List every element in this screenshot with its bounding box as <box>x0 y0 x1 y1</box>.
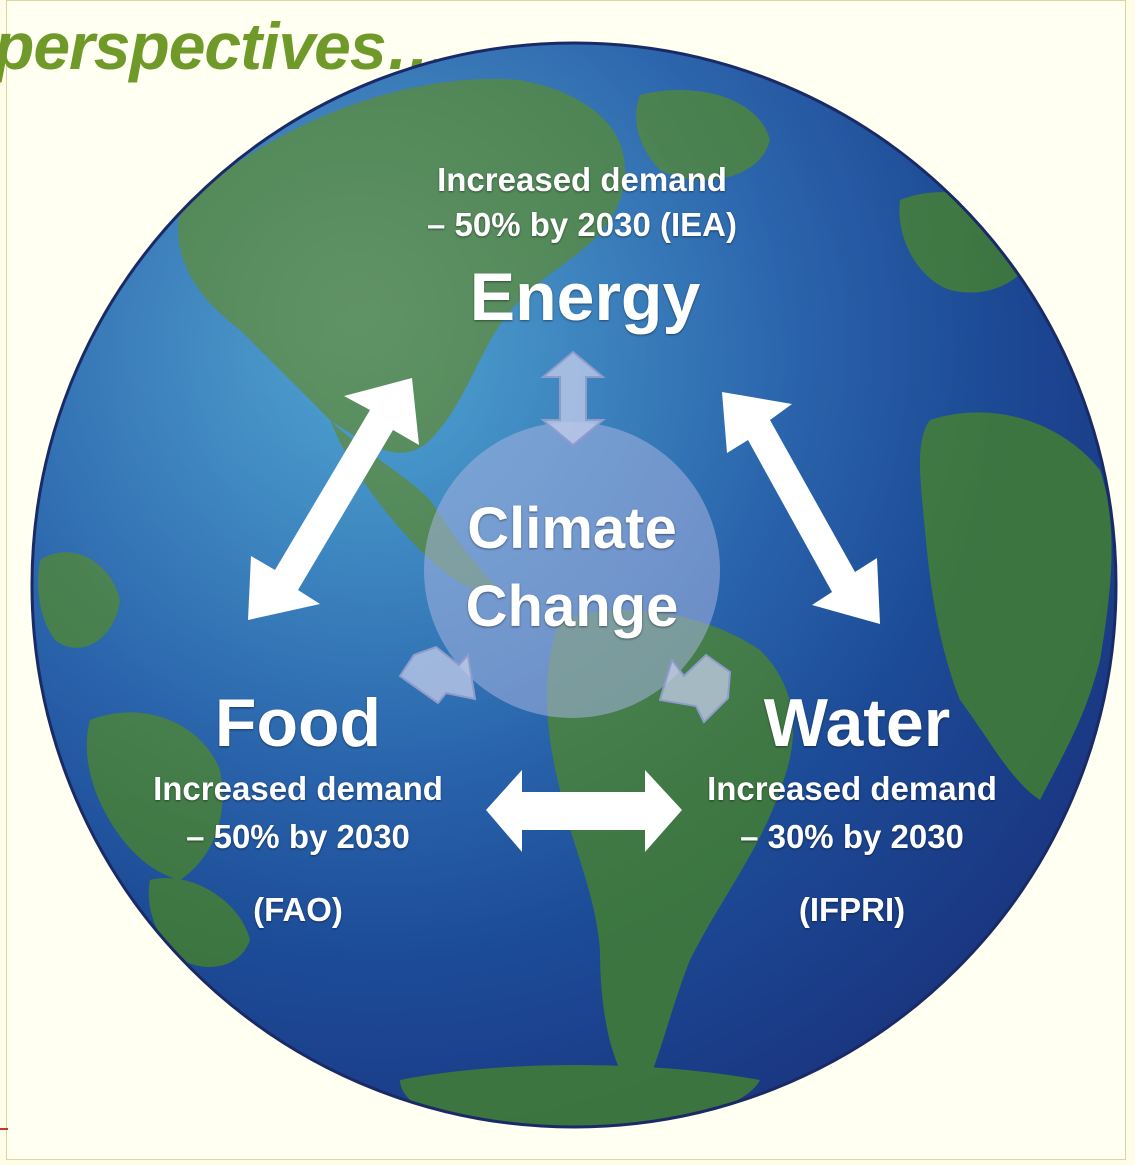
center-arrows <box>398 350 732 724</box>
energy-food-arrow <box>248 378 419 620</box>
energy-link-arrow <box>540 350 606 447</box>
white-arrows <box>248 378 880 852</box>
water-link-arrow <box>658 653 732 724</box>
food-demand-line1: Increased demand <box>153 770 443 807</box>
globe-outline <box>30 41 1118 1129</box>
energy-demand-line2: – 50% by 2030 (IEA) <box>427 206 737 243</box>
climate-change-line2: Change <box>465 574 679 639</box>
water-title: Water <box>763 685 951 761</box>
food-water-arrow <box>486 770 682 852</box>
water-demand-line2: – 30% by 2030 <box>740 818 964 855</box>
water-demand-line1: Increased demand <box>707 770 997 807</box>
food-source: (FAO) <box>253 891 343 928</box>
food-link-arrow <box>398 645 477 705</box>
water-source: (IFPRI) <box>798 891 906 928</box>
energy-demand-line1: Increased demand <box>437 161 727 198</box>
energy-water-arrow <box>722 392 880 624</box>
climate-change-line1: Climate <box>467 496 677 561</box>
accent-mark <box>0 1128 8 1130</box>
slide-heading: perspectives… <box>0 9 452 83</box>
climate-change-circle <box>424 422 720 718</box>
energy-title: Energy <box>469 259 701 335</box>
food-title: Food <box>214 685 382 761</box>
food-demand-line2: – 50% by 2030 <box>186 818 410 855</box>
